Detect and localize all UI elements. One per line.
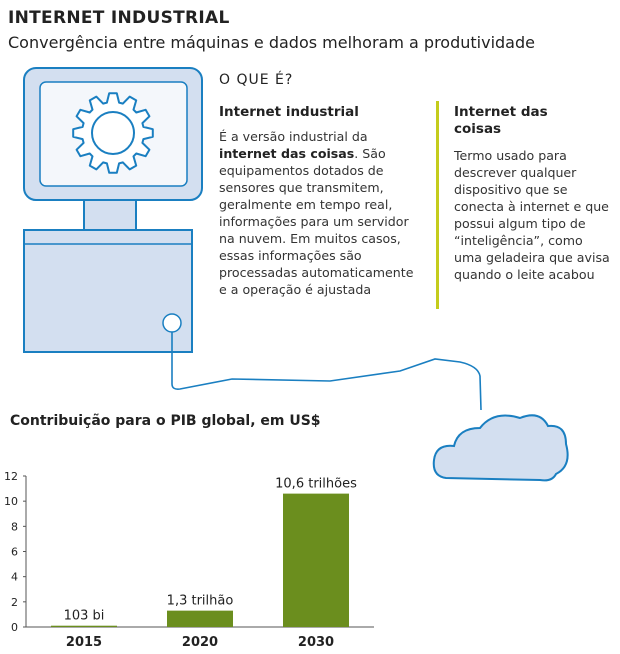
chart-title: Contribuição para o PIB global, em US$ xyxy=(10,413,321,429)
bar-2020 xyxy=(167,610,233,627)
industrial-internet-body-suffix: . São equipamentos dotados de sensores q… xyxy=(219,146,414,297)
industrial-internet-body-prefix: É a versão industrial da xyxy=(219,129,368,144)
y-tick-label: 0 xyxy=(11,621,18,634)
x-tick-label: 2030 xyxy=(298,635,334,650)
data-label: 1,3 trilhão xyxy=(167,594,234,609)
gear-icon xyxy=(72,92,154,174)
y-tick-label: 2 xyxy=(11,596,18,609)
y-tick-label: 10 xyxy=(4,495,18,508)
data-label: 10,6 trilhões xyxy=(275,477,357,492)
y-tick-label: 4 xyxy=(11,571,18,584)
data-label: 103 bi xyxy=(64,609,105,624)
x-tick-label: 2020 xyxy=(182,635,218,650)
page-subtitle: Convergência entre máquinas e dados melh… xyxy=(8,33,535,52)
computer-icon xyxy=(23,67,203,353)
cloud-icon xyxy=(432,414,569,482)
page-title: INTERNET INDUSTRIAL xyxy=(8,8,230,28)
bar-2030 xyxy=(283,493,349,627)
cable xyxy=(171,332,482,411)
bar-chart: 0 2 4 6 8 10 12 103 bi 2015 1,3 trilhão 2020 10,6 t… xyxy=(4,470,374,650)
y-tick-label: 6 xyxy=(11,546,18,559)
x-tick-label: 2015 xyxy=(66,635,102,650)
column-divider xyxy=(436,101,439,309)
bar-2015 xyxy=(51,625,117,627)
iot-body: Termo usado para descrever qualquer disp… xyxy=(454,148,610,282)
industrial-internet-body: É a versão industrial da internet das co… xyxy=(219,128,424,298)
iot-title: Internet das coisas xyxy=(454,104,548,137)
industrial-internet-title: Internet industrial xyxy=(219,104,359,120)
y-tick-label: 12 xyxy=(4,470,18,483)
industrial-internet-body-bold: internet das coisas xyxy=(219,146,355,161)
y-tick-label: 8 xyxy=(11,520,18,533)
explainer-heading: O QUE É? xyxy=(219,72,294,88)
